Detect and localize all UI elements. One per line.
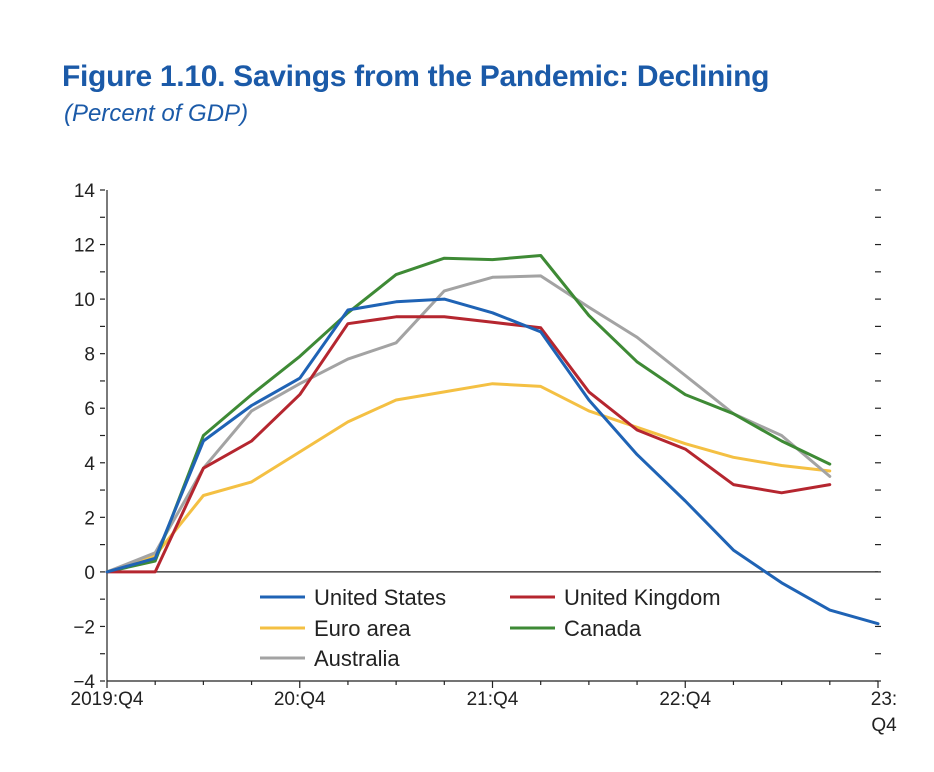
series-line-australia: [105, 274, 832, 574]
chart-legend: United States United Kingdom Euro area Cana…: [260, 585, 721, 671]
legend-label: United Kingdom: [564, 585, 721, 610]
y-tick-label: 8: [84, 345, 95, 366]
series-line-euro-area: [105, 382, 832, 574]
figure-subtitle: (Percent of GDP): [64, 100, 249, 127]
chart-series: [105, 254, 880, 626]
legend-label: Canada: [564, 616, 642, 641]
y-tick-label: 0: [84, 563, 95, 584]
x-tick-label: 23:: [871, 689, 897, 710]
chart-axes: −4 −2 0 2 4 6 8 10 12 14 2019:Q4 20:Q4 21:Q4 22:Q4 23:…: [71, 181, 898, 736]
x-tick-label: 20:Q4: [274, 689, 326, 710]
x-tick-label: Q4: [871, 715, 897, 736]
series-line-united-states: [105, 297, 880, 626]
y-tick-label: 2: [84, 508, 95, 529]
figure-title: Figure 1.10. Savings from the Pandemic: …: [62, 60, 770, 93]
series-line-united-kingdom: [105, 315, 832, 574]
y-tick-label: 14: [74, 181, 96, 202]
legend-label: Australia: [314, 646, 400, 671]
y-tick-label: 10: [74, 290, 95, 311]
x-tick-label: 22:Q4: [659, 689, 711, 710]
legend-label: Euro area: [314, 616, 411, 641]
y-tick-label: 6: [84, 399, 95, 420]
series-line-canada: [105, 254, 832, 574]
y-tick-label: −2: [73, 617, 95, 638]
x-tick-label: 2019:Q4: [71, 689, 144, 710]
y-tick-label: 4: [84, 454, 95, 475]
legend-label: United States: [314, 585, 446, 610]
x-tick-label: 21:Q4: [467, 689, 519, 710]
y-tick-label: −4: [73, 672, 95, 693]
y-tick-label: 12: [74, 236, 95, 257]
